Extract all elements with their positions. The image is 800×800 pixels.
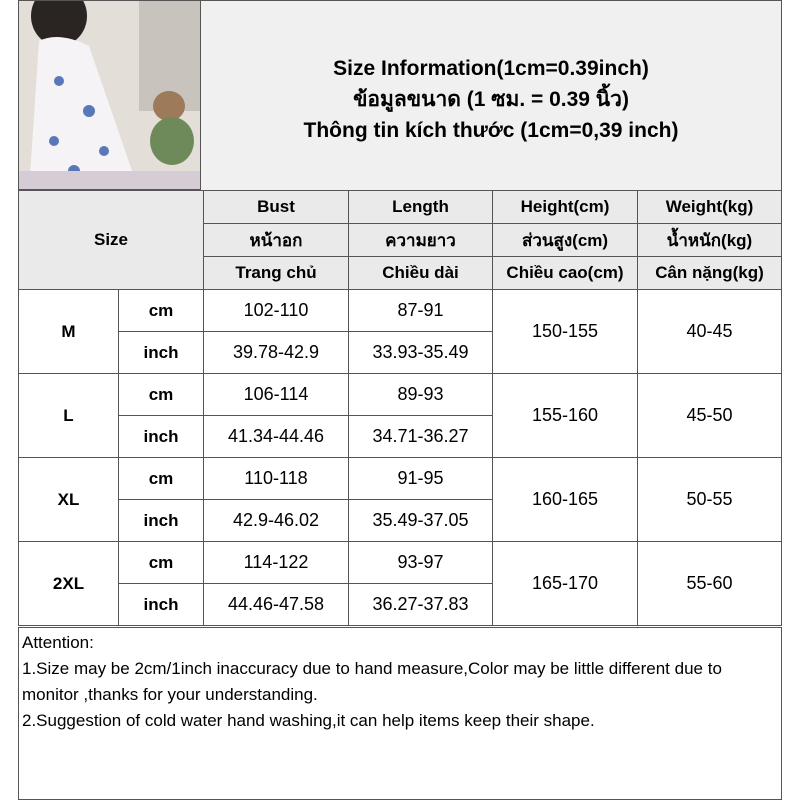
height-cell: 160-165 <box>492 457 638 542</box>
size-cell: XL <box>18 457 119 542</box>
unit-cell: cm <box>118 373 204 416</box>
length-cell: 34.71-36.27 <box>348 415 493 458</box>
notes-heading: Attention: <box>22 633 94 652</box>
length-cell: 87-91 <box>348 289 493 332</box>
height-cell: 155-160 <box>492 373 638 458</box>
note-item: 2.Suggestion of cold water hand washing,… <box>22 711 595 730</box>
product-photo <box>18 0 201 190</box>
header-height: Height(cm) <box>492 190 638 224</box>
length-cell: 89-93 <box>348 373 493 416</box>
header-length: Length <box>348 190 493 224</box>
header-weight: Cân nặng(kg) <box>637 256 782 290</box>
length-cell: 93-97 <box>348 541 493 584</box>
unit-cell: cm <box>118 457 204 500</box>
unit-cell: cm <box>118 289 204 332</box>
bust-cell: 114-122 <box>203 541 349 584</box>
header-weight: น้ำหนัก(kg) <box>637 223 782 257</box>
size-cell: L <box>18 373 119 458</box>
table-row: XL cm 110-118 91-95 160-165 50-55 <box>18 457 782 542</box>
bust-cell: 41.34-44.46 <box>203 415 349 458</box>
unit-cell: inch <box>118 415 204 458</box>
header-weight: Weight(kg) <box>637 190 782 224</box>
header-bust: Bust <box>203 190 349 224</box>
size-header: Size <box>18 190 204 290</box>
header-row: หน้าอก ความยาว ส่วนสูง(cm) น้ำหนัก(kg) <box>19 223 782 257</box>
weight-cell: 40-45 <box>637 289 782 374</box>
header-height: Chiều cao(cm) <box>492 256 638 290</box>
table-row: inch 39.78-42.9 33.93-35.49 <box>19 331 782 374</box>
bust-cell: 106-114 <box>203 373 349 416</box>
height-cell: 150-155 <box>492 289 638 374</box>
length-cell: 33.93-35.49 <box>348 331 493 374</box>
bust-cell: 102-110 <box>203 289 349 332</box>
note-item: 1.Size may be 2cm/1inch inaccuracy due t… <box>22 659 722 704</box>
weight-cell: 45-50 <box>637 373 782 458</box>
length-cell: 35.49-37.05 <box>348 499 493 542</box>
header-bust: Trang chủ <box>203 256 349 290</box>
table-row: inch 42.9-46.02 35.49-37.05 <box>19 499 782 542</box>
length-cell: 36.27-37.83 <box>348 583 493 626</box>
length-cell: 91-95 <box>348 457 493 500</box>
size-cell: M <box>18 289 119 374</box>
header-length: ความยาว <box>348 223 493 257</box>
size-info-title: Size Information(1cm=0.39inch) ข้อมูลขนา… <box>200 0 782 191</box>
height-cell: 165-170 <box>492 541 638 626</box>
bust-cell: 39.78-42.9 <box>203 331 349 374</box>
model-in-dress-image <box>19 1 200 189</box>
bust-cell: 42.9-46.02 <box>203 499 349 542</box>
bust-cell: 44.46-47.58 <box>203 583 349 626</box>
table-row: inch 41.34-44.46 34.71-36.27 <box>19 415 782 458</box>
unit-cell: cm <box>118 541 204 584</box>
table-row: 2XL cm 114-122 93-97 165-170 55-60 <box>18 541 782 626</box>
unit-cell: inch <box>118 331 204 374</box>
weight-cell: 55-60 <box>637 541 782 626</box>
title-thai: ข้อมูลขนาด (1 ซม. = 0.39 นิ้ว) <box>353 88 629 111</box>
header-row: Size Bust Length Height(cm) Weight(kg) <box>18 190 782 290</box>
table-row: inch 44.46-47.58 36.27-37.83 <box>19 583 782 626</box>
unit-cell: inch <box>118 583 204 626</box>
size-cell: 2XL <box>18 541 119 626</box>
title-vietnamese: Thông tin kích thước (1cm=0,39 inch) <box>303 119 679 142</box>
header-height: ส่วนสูง(cm) <box>492 223 638 257</box>
weight-cell: 50-55 <box>637 457 782 542</box>
header-length: Chiều dài <box>348 256 493 290</box>
attention-notes: Attention: 1.Size may be 2cm/1inch inacc… <box>18 627 782 800</box>
title-english: Size Information(1cm=0.39inch) <box>333 57 649 80</box>
header-row: Trang chủ Chiều dài Chiều cao(cm) Cân nặ… <box>19 256 782 290</box>
size-table: Size Bust Length Height(cm) Weight(kg) ห… <box>18 190 782 626</box>
bust-cell: 110-118 <box>203 457 349 500</box>
unit-cell: inch <box>118 499 204 542</box>
header-bust: หน้าอก <box>203 223 349 257</box>
